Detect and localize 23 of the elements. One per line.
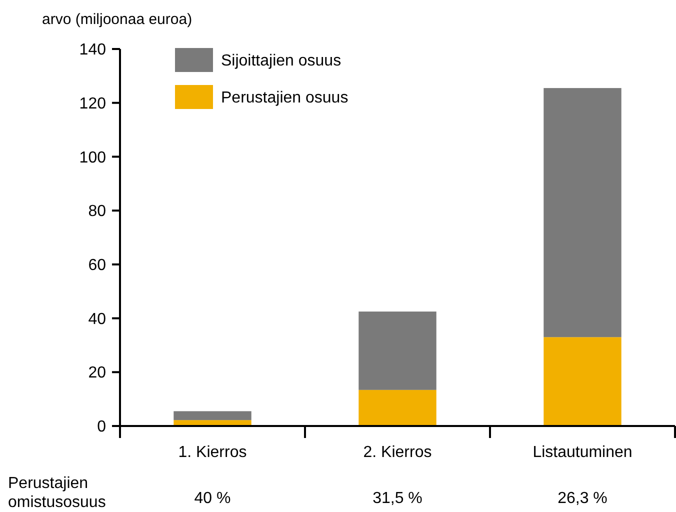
legend-label: Perustajien osuus bbox=[221, 90, 348, 107]
y-tick-label: 40 bbox=[88, 310, 106, 328]
y-tick-label: 0 bbox=[97, 418, 106, 436]
text: Perustajien omistusosuus bbox=[8, 475, 106, 511]
y-tick-label: 20 bbox=[88, 364, 106, 382]
x-tick-label: 1. Kierros bbox=[178, 444, 247, 461]
bar bbox=[544, 337, 622, 426]
bar bbox=[544, 88, 622, 338]
y-tick-label: 140 bbox=[79, 42, 106, 59]
y-axis-title: arvo (miljoonaa euroa) bbox=[42, 11, 192, 28]
y-tick-label: 120 bbox=[79, 95, 106, 112]
x-tick-label: Listautuminen bbox=[532, 444, 632, 461]
bar bbox=[358, 312, 436, 390]
y-tick-label: 60 bbox=[88, 257, 106, 274]
x-tick-label: 2. Kierros bbox=[363, 444, 432, 461]
text: 40 % bbox=[194, 490, 231, 507]
bar bbox=[358, 390, 436, 426]
bar bbox=[174, 411, 252, 420]
legend-label: Sijoittajien osuus bbox=[221, 52, 342, 70]
y-tick-label: 100 bbox=[79, 149, 106, 166]
text: 26,3 % bbox=[558, 490, 608, 507]
y-tick-label: 80 bbox=[88, 203, 106, 220]
text: 31,5 % bbox=[372, 490, 422, 507]
